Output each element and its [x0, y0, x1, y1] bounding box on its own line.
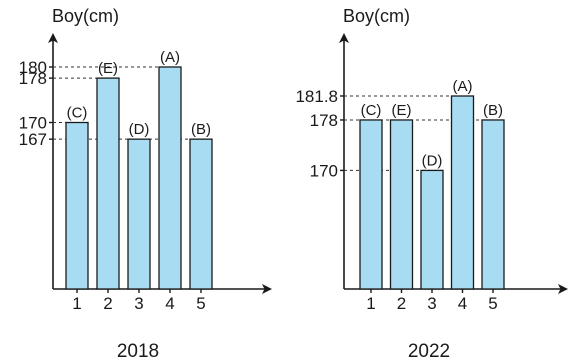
- bar: [158, 66, 182, 290]
- bar: [481, 119, 505, 290]
- bar-label: (E): [392, 102, 412, 119]
- bar-label: (C): [361, 102, 382, 119]
- x-tick-label: 5: [196, 294, 205, 313]
- x-tick-label: 3: [427, 294, 436, 313]
- bar: [189, 138, 213, 290]
- y-tick-label: 170: [19, 114, 47, 133]
- y-tick-label: 178: [310, 111, 338, 130]
- bar-label: (E): [98, 60, 118, 77]
- x-tick-label: 4: [458, 294, 467, 313]
- y-tick-label: 167: [19, 130, 47, 149]
- bar-label: (A): [453, 78, 473, 95]
- chart-title: 2022: [408, 341, 450, 361]
- x-tick-label: 3: [134, 294, 143, 313]
- chart-title: 2018: [117, 341, 159, 361]
- bar: [65, 121, 89, 290]
- bar-label: (B): [483, 102, 503, 119]
- x-tick-label: 1: [366, 294, 375, 313]
- bar: [96, 77, 120, 290]
- bar-label: (D): [422, 152, 443, 169]
- y-tick-label: 181.8: [295, 87, 338, 106]
- x-tick-label: 2: [103, 294, 112, 313]
- y-tick-label: 180: [19, 58, 47, 77]
- x-tick-label: 5: [488, 294, 497, 313]
- chart-2022: Boy(cm) 2022 170 178 181.8 (C) 1 (E) 2 (D) 3 (A) 4…: [295, 6, 568, 361]
- bar: [359, 119, 383, 290]
- y-axis-label: Boy(cm): [52, 6, 119, 26]
- bar: [450, 95, 475, 290]
- x-tick-label: 4: [165, 294, 174, 313]
- bar-label: (D): [129, 121, 150, 138]
- bar: [127, 138, 151, 290]
- x-tick-label: 2: [397, 294, 406, 313]
- x-tick-label: 1: [72, 294, 81, 313]
- bar-label: (C): [67, 105, 88, 122]
- bar-label: (A): [160, 49, 180, 66]
- bar: [420, 169, 444, 290]
- y-tick-label: 178: [19, 69, 47, 88]
- y-tick-label: 170: [310, 161, 338, 180]
- y-axis-label: Boy(cm): [343, 6, 410, 26]
- bar: [389, 119, 414, 290]
- bar-label: (B): [191, 121, 211, 138]
